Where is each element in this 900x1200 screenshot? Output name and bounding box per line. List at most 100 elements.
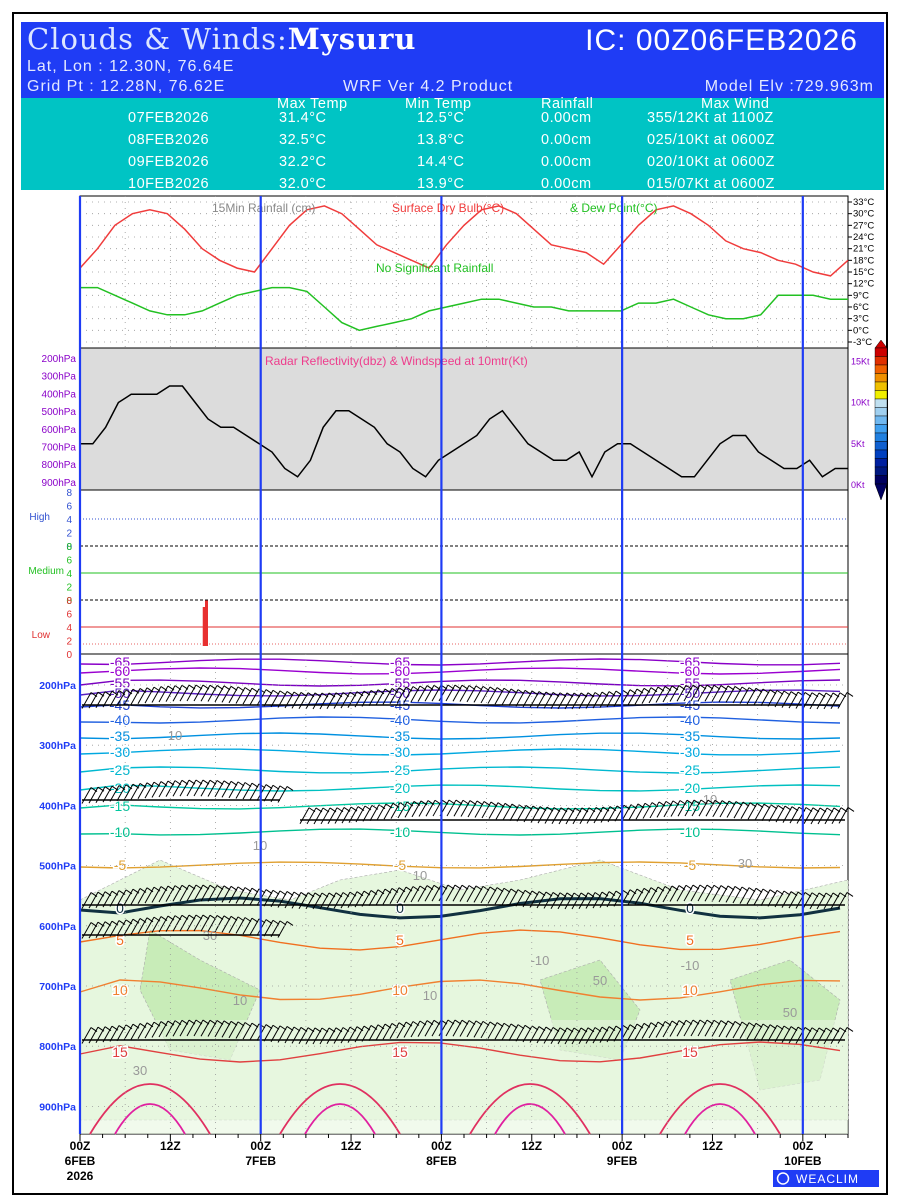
logo-circle-icon — [776, 1172, 790, 1185]
wind-barb — [753, 1023, 764, 1041]
wind-barb — [691, 799, 702, 817]
cloud-level-label: Low — [32, 630, 51, 641]
wind-barb — [627, 688, 638, 706]
outer-frame — [12, 12, 888, 1195]
temperature-contour — [79, 679, 841, 687]
wind-barb — [837, 1027, 848, 1044]
wind-barb — [235, 782, 246, 799]
wind-barb — [319, 1027, 330, 1045]
wind-barb — [698, 799, 709, 817]
wind-barb — [228, 686, 239, 704]
wind-barb — [249, 1023, 260, 1041]
wind-barb — [361, 1025, 372, 1042]
wind-barb — [270, 920, 281, 938]
wind-barb — [445, 884, 456, 902]
wind-barb — [705, 800, 716, 817]
wind-barb — [522, 890, 533, 908]
wind-barb — [830, 892, 841, 909]
cloud-tick-label: 8 — [66, 488, 72, 499]
temp-tick-label: 33°C — [853, 197, 874, 208]
wind-barb — [242, 887, 253, 905]
wind-barb — [144, 1021, 155, 1039]
wind-barb — [326, 892, 337, 910]
wind-barb — [501, 1023, 512, 1041]
warm-arc-inner — [304, 1103, 376, 1135]
wind-barb — [200, 779, 211, 797]
wind-barb — [179, 884, 190, 902]
wind-barb — [375, 1023, 386, 1041]
wind-barb — [165, 885, 176, 902]
humidity-contour-label: 30 — [133, 1063, 147, 1078]
temp-tick-label: 12°C — [853, 279, 874, 290]
x-tick-hour: 00Z — [612, 1139, 633, 1153]
summary-max-0: 31.4°C — [279, 110, 327, 126]
colorbar-swatch — [874, 398, 888, 408]
col-max-temp: Max Temp — [277, 96, 348, 112]
wind-barbs-600hPa — [81, 884, 854, 910]
wind-barb — [837, 692, 848, 709]
temperature-contour-label: 10 — [392, 982, 408, 998]
wind-barb — [802, 692, 813, 710]
temperature-contour-label: -5 — [394, 857, 407, 873]
wind-barb — [663, 800, 674, 818]
wind-barb — [172, 915, 183, 932]
cloud-tick-label: 6 — [66, 610, 72, 621]
wind-barbs-800hPa — [81, 1019, 854, 1045]
wind-barb — [816, 1027, 827, 1045]
wind-barb — [137, 1022, 148, 1040]
cloud-tick-label: 2 — [66, 583, 72, 594]
wind-barb — [403, 1021, 414, 1038]
summary-min-2: 14.4°C — [417, 154, 465, 170]
wind-barb — [242, 917, 253, 935]
wind-barb — [249, 888, 260, 906]
wind-barb — [648, 1021, 659, 1039]
wind-barb — [137, 887, 148, 905]
wind-barb — [522, 690, 533, 708]
cloud-tick-label: 8 — [66, 542, 72, 553]
temperature-contour-label: -65 — [390, 654, 410, 670]
wind-barb — [172, 780, 183, 797]
wind-barb — [410, 885, 421, 903]
wind-barb — [193, 779, 204, 797]
daily-summary-table: Max Temp Min Temp Rainfall Max Wind 07FE… — [21, 96, 884, 192]
cloud-tick-label: 4 — [66, 569, 72, 580]
wind-barb — [109, 690, 120, 707]
wind-barb — [221, 1021, 232, 1038]
wind-barb — [305, 692, 316, 710]
wind-barb — [221, 886, 232, 903]
temperature-contour — [79, 896, 841, 920]
summary-rain-0: 0.00cm — [541, 110, 592, 126]
wind-barb — [669, 685, 680, 702]
wind-barb — [487, 687, 498, 704]
summary-rain-2: 0.00cm — [541, 154, 592, 170]
location-name: Mysuru — [287, 22, 417, 56]
temperature-contour — [79, 689, 841, 697]
temp-tick-label: 30°C — [853, 209, 874, 220]
wind-barb — [676, 885, 687, 902]
wind-barb-flag — [846, 692, 854, 697]
wind-barb — [116, 919, 127, 937]
temperature-contour-label: -65 — [680, 654, 700, 670]
wind-barb — [207, 685, 218, 702]
wind-barb — [564, 892, 575, 910]
wind-barb — [684, 799, 695, 817]
wind-barb — [235, 887, 246, 904]
wind-barb — [431, 884, 442, 902]
temperature-contour — [79, 929, 841, 951]
product-label: WRF Ver 4.2 Product — [343, 78, 514, 95]
wind-barb — [453, 800, 464, 817]
wind-barb — [263, 785, 274, 802]
wind-barb — [144, 686, 155, 704]
wind-barb — [662, 1020, 673, 1038]
wind-barb — [452, 684, 463, 702]
temperature-contour-label: 0 — [116, 900, 124, 916]
cloud-level-label: Medium — [28, 566, 64, 577]
temperature-contour-label: -10 — [110, 824, 130, 840]
wind-barb — [221, 781, 232, 798]
wind-barb — [564, 692, 575, 710]
wind-barb — [214, 885, 225, 903]
colorbar-swatch — [874, 466, 888, 476]
x-tick-hour: 00Z — [792, 1139, 813, 1153]
humidity-contour-label: 10 — [413, 868, 427, 883]
